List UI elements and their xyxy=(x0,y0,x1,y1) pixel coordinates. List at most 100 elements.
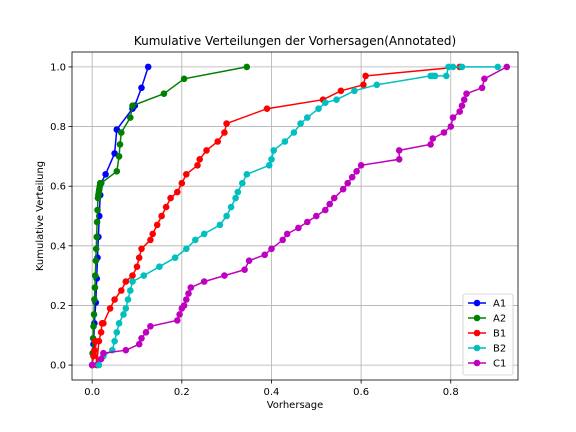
y-tick-label: 1.0 xyxy=(50,62,66,73)
data-point xyxy=(100,349,107,357)
series-line-c1 xyxy=(91,66,508,366)
data-point xyxy=(124,296,132,303)
data-point xyxy=(94,206,101,214)
data-point xyxy=(283,230,291,238)
data-point xyxy=(118,129,125,136)
data-point xyxy=(97,329,105,336)
data-point xyxy=(449,63,457,71)
data-point xyxy=(93,233,100,241)
data-point xyxy=(373,81,381,89)
series-a2 xyxy=(88,63,251,369)
data-point xyxy=(122,305,130,312)
data-point xyxy=(214,138,221,145)
data-point xyxy=(360,81,367,89)
data-point xyxy=(133,263,141,271)
data-point xyxy=(92,257,100,265)
data-point xyxy=(116,141,124,148)
data-point xyxy=(478,84,486,92)
series-c1 xyxy=(88,63,511,369)
data-point xyxy=(449,114,457,121)
data-point xyxy=(494,63,502,71)
data-point xyxy=(395,156,403,163)
data-point xyxy=(429,135,437,142)
data-point xyxy=(162,203,170,211)
data-point xyxy=(460,96,468,103)
data-point xyxy=(95,361,103,369)
data-point xyxy=(241,266,248,274)
legend-item: A2 xyxy=(468,314,506,325)
y-tick-label: 0.0 xyxy=(50,361,66,372)
legend-marker xyxy=(473,359,481,367)
data-point xyxy=(203,147,210,154)
data-point xyxy=(174,188,181,196)
legend-item: B2 xyxy=(468,344,506,355)
data-point xyxy=(232,194,239,202)
data-point xyxy=(243,63,251,71)
data-point xyxy=(140,272,147,279)
legend-label: B1 xyxy=(493,329,506,340)
data-point xyxy=(447,123,455,130)
data-point xyxy=(106,305,114,312)
data-point xyxy=(135,254,143,261)
data-point xyxy=(427,141,434,148)
data-point xyxy=(351,87,358,95)
legend-marker xyxy=(473,344,481,352)
data-point xyxy=(192,236,199,244)
data-point xyxy=(322,206,329,214)
data-point xyxy=(200,278,208,285)
data-point xyxy=(93,218,101,226)
data-point xyxy=(183,171,190,178)
data-point xyxy=(129,102,136,109)
y-tick-label: 0.4 xyxy=(50,241,66,252)
data-point xyxy=(180,302,188,309)
data-point xyxy=(216,221,224,229)
data-point xyxy=(97,355,105,363)
legend: A1 A2 B1 B2 C1 xyxy=(462,293,514,376)
data-point xyxy=(142,329,150,336)
plot-frame xyxy=(71,51,519,381)
data-point xyxy=(92,245,100,253)
legend-item: B1 xyxy=(468,329,506,340)
data-point xyxy=(180,75,188,83)
y-axis-label: Kumulative Verteilung xyxy=(35,161,46,271)
data-point xyxy=(95,337,103,345)
data-point xyxy=(176,311,183,318)
data-point xyxy=(147,236,154,244)
series-line-b1 xyxy=(91,66,460,366)
data-point xyxy=(120,311,127,318)
data-point xyxy=(297,120,304,127)
data-point xyxy=(91,296,98,303)
data-point xyxy=(91,346,98,354)
legend-item: C1 xyxy=(468,359,506,370)
data-point xyxy=(129,272,136,279)
legend-label: C1 xyxy=(493,359,506,370)
data-point xyxy=(290,129,298,136)
data-point xyxy=(138,245,145,253)
ticks: 0.0 0.2 0.4 0.6 0.8 0.0 0.2 0.4 0.6 0.8 1.0 xyxy=(50,62,459,398)
data-point xyxy=(138,335,145,342)
data-point xyxy=(91,284,99,291)
data-point xyxy=(194,162,201,169)
x-tick-label: 0.4 xyxy=(264,387,280,398)
data-point xyxy=(281,138,289,145)
data-point xyxy=(90,323,97,330)
data-point xyxy=(185,290,192,297)
data-point xyxy=(431,72,439,80)
data-point xyxy=(357,162,365,169)
y-tick-label: 0.6 xyxy=(50,182,66,193)
data-point xyxy=(463,90,470,97)
data-point xyxy=(127,114,134,121)
data-point xyxy=(234,188,242,196)
data-point xyxy=(315,105,322,112)
data-point xyxy=(245,257,253,265)
legend-item: A1 xyxy=(468,299,506,310)
data-point xyxy=(118,287,125,294)
legend-marker xyxy=(473,314,481,322)
data-point xyxy=(111,337,118,345)
data-point xyxy=(481,75,488,83)
data-point xyxy=(337,87,345,95)
data-point xyxy=(458,63,466,71)
data-point xyxy=(88,361,96,369)
data-point xyxy=(221,129,228,136)
data-point xyxy=(348,173,356,181)
